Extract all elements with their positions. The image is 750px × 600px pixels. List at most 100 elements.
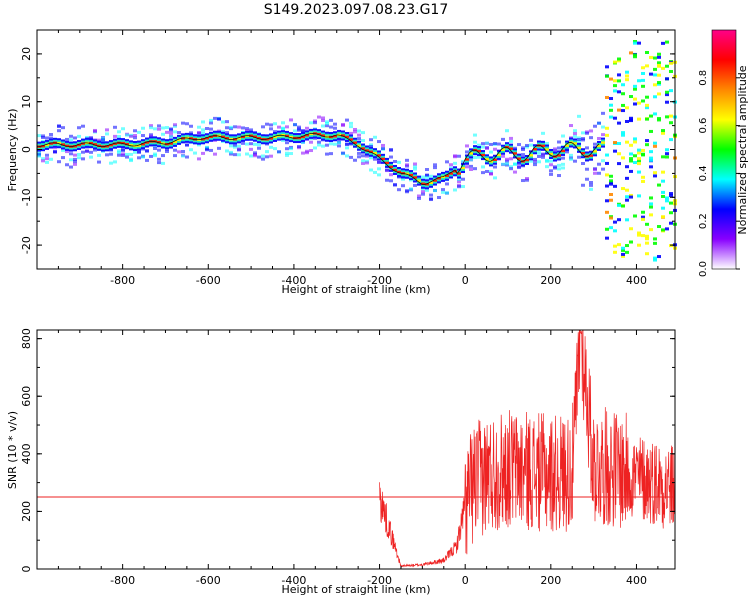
spectrogram-cell	[609, 77, 613, 81]
spectrogram-cell	[349, 131, 353, 135]
spectrogram-cell	[585, 177, 589, 181]
spectrogram-cell	[661, 194, 665, 198]
spectrogram-cell	[629, 157, 633, 161]
spectrogram-cell	[357, 129, 361, 133]
spectrogram-cell	[181, 121, 185, 125]
spectrogram-cell	[225, 120, 229, 124]
spectrogram-cell	[273, 147, 277, 151]
spectrogram-cell	[361, 154, 365, 158]
spectrogram-band-core	[269, 137, 273, 140]
spectrogram-cell	[233, 125, 237, 129]
spectrogram-cell	[577, 137, 581, 141]
spectrogram-cell	[289, 118, 293, 122]
spectrogram-cell	[633, 84, 637, 88]
spectrogram-cell	[541, 131, 545, 135]
spectrogram-cell	[629, 116, 633, 120]
spectrogram-cell	[641, 148, 645, 152]
spectrogram-cell	[257, 155, 261, 159]
snr-series-line	[379, 329, 676, 568]
spectrogram-cell	[209, 118, 213, 122]
spectrogram-band-core	[589, 154, 593, 157]
spectrogram-cell	[377, 173, 381, 177]
spectrogram-cell	[629, 227, 633, 231]
y-tick-label: 600	[20, 386, 33, 407]
spectrogram-cell	[641, 210, 645, 214]
spectrogram-cell	[385, 178, 389, 182]
x-tick-label: 0	[462, 274, 469, 287]
spectrogram-cell	[253, 142, 257, 146]
spectrogram-cell	[649, 150, 653, 154]
spectrogram-cell	[97, 160, 101, 164]
spectrogram-cell	[645, 143, 649, 147]
spectrogram-cell	[649, 196, 653, 200]
spectrogram-cell	[513, 162, 517, 166]
spectrogram-cell	[133, 129, 137, 133]
spectrogram-cell	[397, 188, 401, 192]
spectrogram-cell	[317, 140, 321, 144]
spectrogram-cell	[485, 141, 489, 145]
snr-x-axis-label: Height of straight line (km)	[281, 583, 430, 596]
spectrogram-cell	[605, 65, 609, 69]
spectrogram-cell	[577, 155, 581, 159]
spectrogram-band-core	[109, 143, 113, 147]
spectrogram-band-core	[273, 135, 277, 139]
spectrogram-cell	[141, 134, 145, 138]
spectrogram-cell	[593, 124, 597, 128]
spectrogram-cell	[533, 157, 537, 161]
spectrogram-cell	[165, 130, 169, 134]
spectrogram-cell	[249, 147, 253, 151]
spectrogram-cell	[177, 150, 181, 154]
spectrogram-band-core	[257, 136, 261, 140]
spectrogram-cell	[41, 136, 45, 140]
spectrogram-cell	[365, 161, 369, 165]
spectrogram-cell	[201, 131, 205, 135]
spectrogram-cell	[641, 234, 645, 238]
x-tick-label: 200	[540, 574, 561, 587]
spectrogram-band-core	[157, 141, 161, 144]
spectrogram-cell	[609, 97, 613, 101]
spectrogram-cell	[73, 157, 77, 161]
spectrogram-cell	[189, 148, 193, 152]
spectrogram-cell	[613, 116, 617, 120]
spectrogram-cell	[613, 89, 617, 93]
spectrogram-cell	[617, 79, 621, 83]
spectrogram-cell	[605, 236, 609, 240]
spectrogram-cell	[337, 144, 341, 148]
spectrogram-cell	[621, 109, 625, 113]
spectrogram-cell	[161, 132, 165, 136]
spectrogram-cell	[173, 124, 177, 128]
spectrogram-cell	[569, 124, 573, 128]
spectrogram-cell	[561, 134, 565, 138]
spectrogram-cell	[529, 138, 533, 142]
spectrogram-band-core	[601, 141, 605, 144]
spectrogram-cell	[429, 193, 433, 197]
spectrogram-cell	[613, 244, 617, 248]
spectrogram-cell	[445, 160, 449, 164]
snr-y-ticks: 0 200 400 600 800	[20, 328, 675, 573]
spectrogram-cell	[221, 120, 225, 124]
spectrogram-cell	[461, 159, 465, 163]
spectrogram-cell	[625, 106, 629, 110]
spectrogram-band-core	[189, 137, 193, 140]
spectrogram-cell	[413, 167, 417, 171]
spectrogram-cell	[285, 125, 289, 129]
spectrogram-cell	[637, 79, 641, 83]
spectrogram-cell	[657, 73, 661, 77]
spectrogram-cell	[229, 144, 233, 148]
spectrogram-cell	[153, 127, 157, 131]
spectrogram-cell	[365, 159, 369, 163]
spectrogram-cell	[621, 83, 625, 87]
spectrogram-cell	[185, 122, 189, 126]
spectrogram-cell	[593, 168, 597, 172]
spectrogram-cell	[361, 131, 365, 135]
spectrogram-cell	[481, 142, 485, 146]
spectrogram-cell	[169, 128, 173, 132]
spectrogram-cell	[57, 160, 61, 164]
spectrogram-cell	[569, 157, 573, 161]
spectrogram-cell	[61, 126, 65, 130]
spectrogram-cell	[613, 149, 617, 153]
spectrogram-cell	[625, 176, 629, 180]
spectrogram-cell	[209, 121, 213, 125]
spectrogram-cell	[277, 125, 281, 129]
spectrogram-cell	[481, 145, 485, 149]
